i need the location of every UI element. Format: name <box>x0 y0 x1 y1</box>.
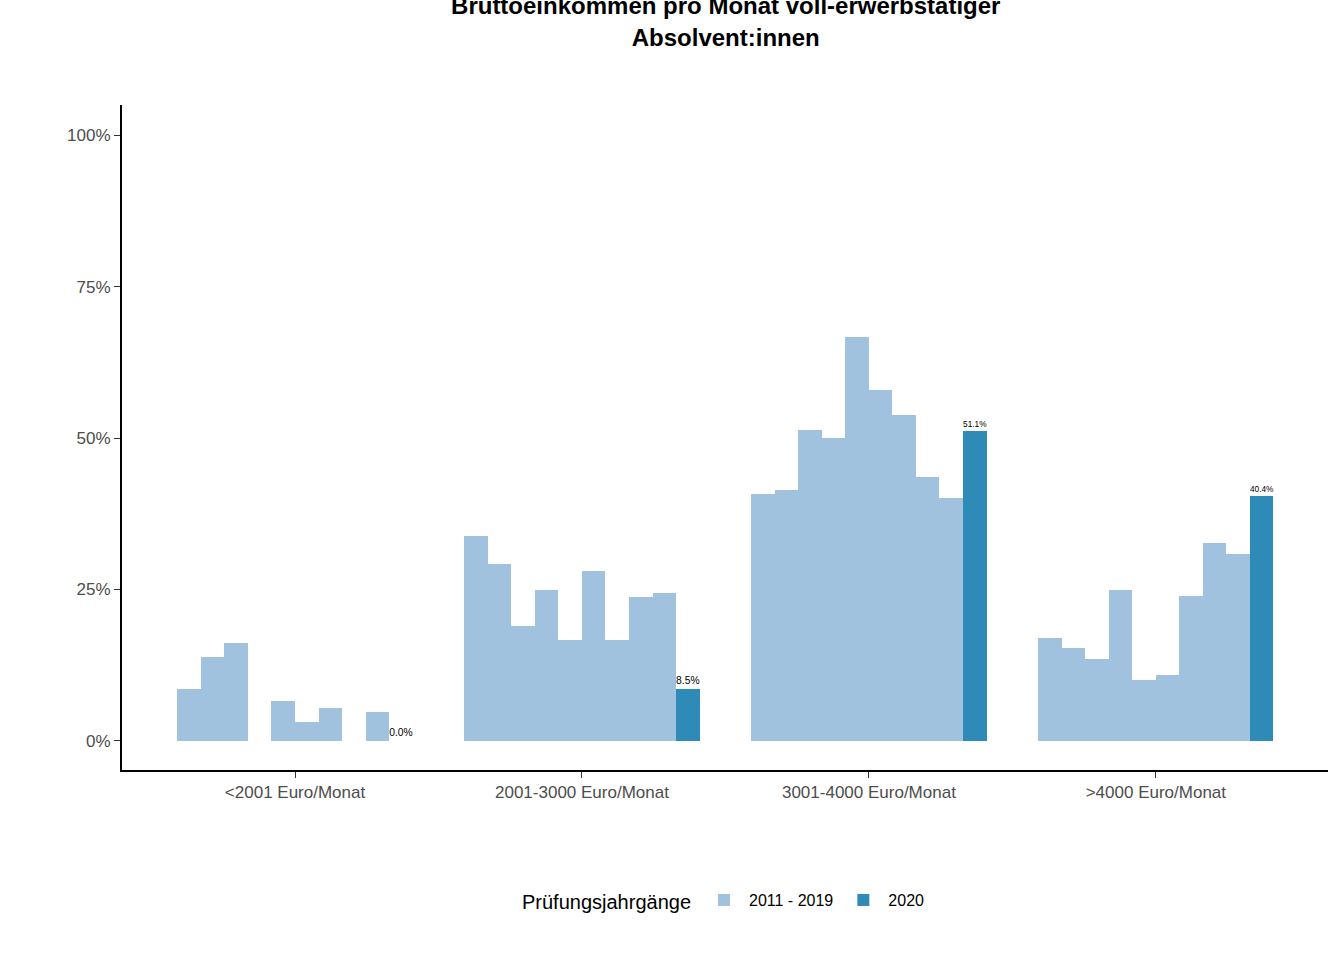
svg-text:Prüfungsjahrgänge: Prüfungsjahrgänge <box>522 891 691 913</box>
svg-text:50%: 50% <box>77 429 111 448</box>
svg-text:2011 - 2019: 2011 - 2019 <box>749 892 833 909</box>
svg-text:25%: 25% <box>77 580 111 599</box>
svg-text:0%: 0% <box>86 732 111 751</box>
svg-text:2020: 2020 <box>888 892 924 909</box>
svg-text:100%: 100% <box>67 126 110 145</box>
svg-text:3001-4000 Euro/Monat: 3001-4000 Euro/Monat <box>782 783 956 802</box>
svg-text:>4000 Euro/Monat: >4000 Euro/Monat <box>1086 783 1227 802</box>
svg-text:51.1%: 51.1% <box>963 419 987 429</box>
svg-text:2001-3000 Euro/Monat: 2001-3000 Euro/Monat <box>495 783 669 802</box>
svg-text:8.5%: 8.5% <box>676 675 699 686</box>
svg-text:0.0%: 0.0% <box>389 727 412 738</box>
svg-text:40.4%: 40.4% <box>1250 484 1274 494</box>
svg-text:Bruttoeinkommen pro Monat voll: Bruttoeinkommen pro Monat voll-erwerbstä… <box>451 0 1000 51</box>
svg-text:<2001 Euro/Monat: <2001 Euro/Monat <box>225 783 366 802</box>
svg-text:75%: 75% <box>77 278 111 297</box>
